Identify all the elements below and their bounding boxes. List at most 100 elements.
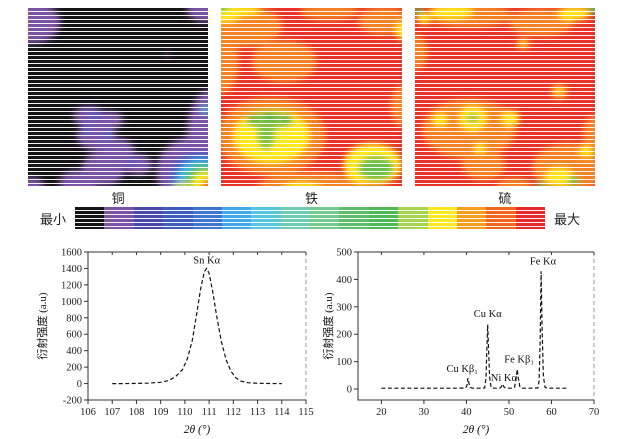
spectrum-curve — [381, 271, 569, 389]
x-tick-label: 108 — [129, 407, 145, 418]
peak-label: Sn Kα — [193, 256, 220, 267]
x-tick-label: 50 — [504, 407, 515, 418]
colorbar-segment — [104, 207, 134, 229]
map-blob — [519, 40, 527, 47]
colorbar-row: 最小 最大 — [40, 206, 580, 230]
colorbar-segment — [251, 207, 281, 229]
x-tick-label: 112 — [226, 407, 241, 418]
map-label-sulfur: 硫 — [498, 191, 512, 206]
map-blob — [264, 111, 276, 122]
colorbar-segment — [368, 207, 399, 229]
iron-map-image — [221, 8, 402, 186]
colorbar-segment — [163, 207, 193, 229]
colorbar-segment — [133, 207, 164, 229]
x-axis-label: 2θ (°) — [463, 424, 490, 436]
wds-spectrum-cu-fe: 20 30 40 50 60 70 0 100 200 300 400 500 Cu Kβ₁ Cu Kα N… — [321, 248, 600, 437]
peak-label: Fe Kα — [530, 256, 557, 267]
colorbar-segment — [427, 207, 457, 229]
colorbar-segment — [310, 207, 340, 229]
y-tick-label: 300 — [336, 302, 352, 313]
map-blob — [466, 113, 479, 124]
element-maps-row — [28, 8, 595, 186]
y-tick-label: 200 — [336, 330, 352, 341]
x-tick-label: 40 — [461, 407, 472, 418]
x-tick-label: 60 — [546, 407, 557, 418]
map-panel-sulfur — [414, 8, 595, 186]
axis-frame — [87, 251, 306, 401]
map-blob — [567, 175, 579, 186]
map-blob — [246, 115, 258, 125]
y-tick-label: 400 — [66, 346, 82, 357]
map-blob — [283, 115, 294, 125]
sulfur-map-image — [414, 8, 595, 186]
map-blob — [416, 13, 431, 25]
map-blob — [128, 157, 137, 165]
y-tick-label: 0 — [347, 385, 352, 396]
y-tick-label: 600 — [66, 330, 82, 341]
y-axis-label: 衍射强度 (a.u) — [35, 292, 49, 360]
map-blob — [554, 87, 564, 96]
y-tick-label: 800 — [66, 313, 82, 324]
x-tick-label: 20 — [376, 407, 387, 418]
x-tick-label: 109 — [153, 407, 169, 418]
colorbar-segment — [75, 207, 105, 229]
x-tick-label: 113 — [250, 407, 265, 418]
map-blob — [123, 153, 153, 176]
x-tick-label: 106 — [80, 407, 96, 418]
x-tick-label: 114 — [274, 407, 290, 418]
x-tick-label: 30 — [419, 407, 430, 418]
y-tick-label: 200 — [66, 363, 82, 374]
y-tick-label: 400 — [336, 275, 352, 286]
map-panel-iron — [221, 8, 402, 186]
map-blob — [200, 105, 209, 114]
x-tick-label: 115 — [298, 407, 313, 418]
map-blob — [164, 51, 170, 57]
y-tick-label: 1200 — [61, 280, 82, 291]
y-tick-label: 1400 — [61, 264, 82, 275]
y-tick-label: 1000 — [61, 297, 82, 308]
colorbar-min-label: 最小 — [40, 211, 67, 227]
colorbar-segment — [192, 207, 222, 229]
x-axis-label: 2θ (°) — [184, 424, 211, 436]
y-tick-label: 0 — [77, 379, 82, 390]
y-axis-label: 衍射强度 (a.u) — [321, 292, 335, 360]
x-tick-label: 111 — [202, 407, 217, 418]
peak-label: Ni Kα — [491, 373, 518, 384]
map-blob — [102, 130, 113, 139]
x-tick-label: 110 — [177, 407, 192, 418]
peak-label: Cu Kα — [474, 309, 502, 320]
y-tick-label: 100 — [336, 357, 352, 368]
y-tick-label: -200 — [63, 396, 82, 407]
map-blob — [501, 110, 520, 127]
colorbar-segment — [221, 207, 252, 229]
map-label-iron: 铁 — [304, 191, 318, 206]
colorbar-segment — [515, 207, 545, 229]
x-tick-label: 107 — [104, 407, 120, 418]
colorbar-segment — [280, 207, 311, 229]
peak-label: Fe Kβ₁ — [504, 355, 534, 366]
colorbar-segment — [339, 207, 369, 229]
wds-spectrum-sn: 106 107 108 109 110 111 112 113 114 115 -200 0 200 40… — [35, 248, 314, 437]
map-blob — [432, 113, 448, 127]
map-labels-row: 铜 铁 硫 — [28, 188, 595, 207]
colorbar-segment — [456, 207, 487, 229]
map-blob — [461, 148, 505, 181]
map-blob — [257, 118, 276, 151]
y-tick-label: 1600 — [61, 248, 82, 259]
copper-map-image — [28, 8, 209, 186]
map-blob — [251, 40, 317, 83]
map-blob — [90, 110, 100, 120]
map-panel-copper — [28, 8, 209, 186]
axis-frame — [357, 251, 594, 401]
map-blob — [474, 143, 485, 154]
map-blob — [83, 125, 92, 133]
peak-label: Cu Kβ₁ — [446, 364, 477, 375]
colorbar-max-label: 最大 — [553, 211, 580, 227]
y-tick-label: 500 — [336, 248, 352, 259]
intensity-colorbar — [75, 207, 545, 229]
spectrum-curve — [112, 267, 282, 385]
map-blob — [358, 155, 395, 181]
colorbar-segment — [398, 207, 428, 229]
x-tick-label: 70 — [589, 407, 600, 418]
